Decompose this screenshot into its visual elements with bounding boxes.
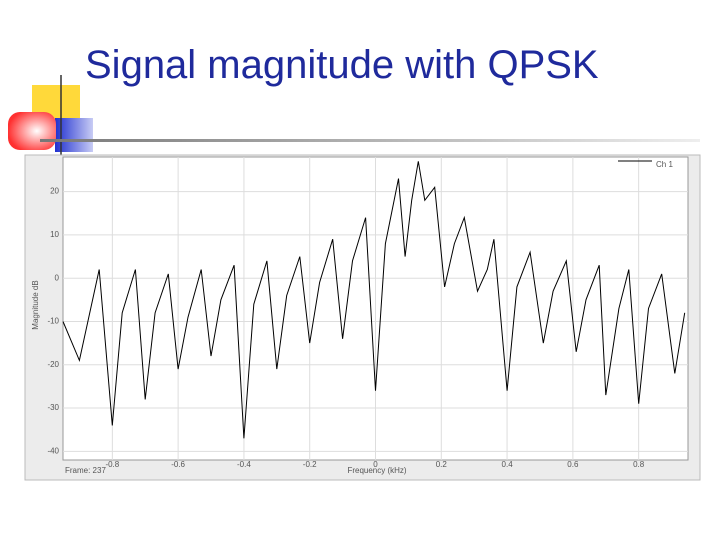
y-tick-label: -10 (47, 317, 59, 326)
deco-square (8, 112, 56, 150)
legend-label: Ch 1 (656, 160, 673, 169)
x-tick-label: 0 (373, 460, 378, 469)
x-tick-label: -0.2 (303, 460, 317, 469)
data-line (62, 161, 686, 439)
y-tick-label: 0 (55, 273, 60, 282)
x-tick-label: 0.4 (502, 460, 514, 469)
x-tick-label: -0.6 (171, 460, 185, 469)
x-tick-label: 0.2 (436, 460, 448, 469)
chart: Magnitude dB Frequency (kHz) Frame: 237 … (24, 154, 701, 481)
x-tick-label: -0.8 (105, 460, 119, 469)
y-tick-label: -40 (47, 446, 59, 455)
y-axis-label: Magnitude dB (31, 280, 40, 329)
x-axis-label: Frequency (kHz) (347, 466, 406, 475)
slide-title: Signal magnitude with QPSK (85, 43, 599, 87)
x-tick-label: 0.6 (567, 460, 579, 469)
x-tick-label: -0.4 (237, 460, 251, 469)
y-tick-label: 20 (50, 187, 59, 196)
deco-rule (40, 139, 700, 142)
x-tick-label: 0.8 (633, 460, 645, 469)
y-tick-label: 10 (50, 230, 59, 239)
frame-label: Frame: 237 (65, 466, 106, 475)
y-tick-label: -30 (47, 403, 59, 412)
y-tick-label: -20 (47, 360, 59, 369)
